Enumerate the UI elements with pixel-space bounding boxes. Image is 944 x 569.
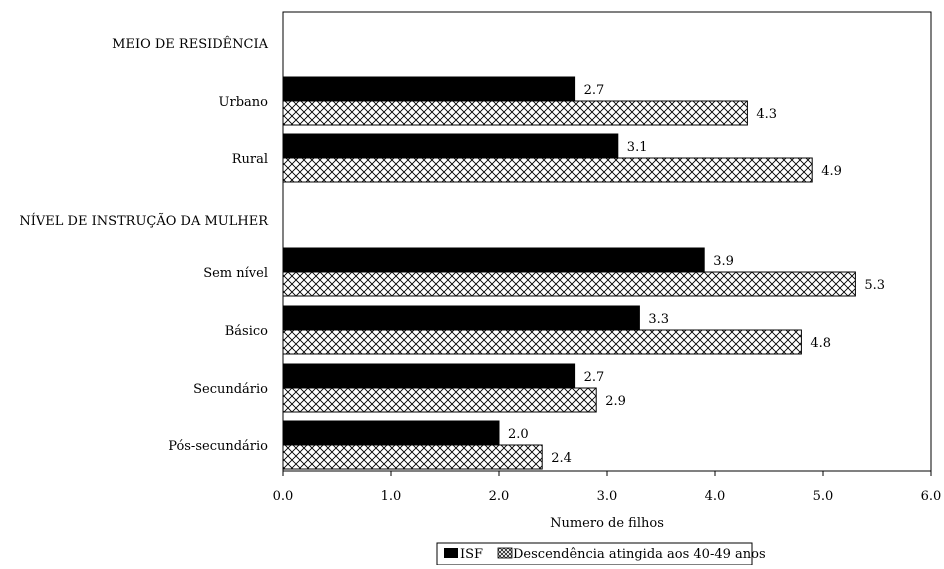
bar-isf <box>282 133 619 159</box>
x-tick-label: 1.0 <box>381 489 402 504</box>
bar-isf <box>282 247 705 273</box>
data-label: 2.9 <box>605 394 626 409</box>
data-label: 5.3 <box>864 278 885 293</box>
data-label: 2.7 <box>584 370 605 385</box>
group-heading: NÍVEL DE INSTRUÇÃO DA MULHER <box>19 213 269 229</box>
bar-isf <box>282 420 500 446</box>
x-tick-label: 0.0 <box>273 489 294 504</box>
bar-descendencia <box>282 329 802 355</box>
x-tick-label: 3.0 <box>597 489 618 504</box>
legend-label-isf: ISF <box>460 547 483 562</box>
x-tick-label: 6.0 <box>921 489 942 504</box>
bars-layer: 2.7 3.1 3.9 3.3 2.7 2.0 4.3 4.9 5.3 4.8 2.9 2.4 <box>282 76 885 470</box>
category-label: Rural <box>232 152 268 167</box>
data-label: 4.9 <box>821 164 842 179</box>
bar-descendencia <box>282 271 856 297</box>
category-label: Básico <box>225 324 268 339</box>
category-label: Pós-secundário <box>168 439 268 454</box>
data-label: 2.0 <box>508 427 529 442</box>
data-label: 3.9 <box>713 254 734 269</box>
bar-descendencia <box>282 444 543 470</box>
bar-descendencia <box>282 100 748 126</box>
x-axis-label: Numero de filhos <box>550 516 664 531</box>
legend: ISF Descendência atingida aos 40-49 anos <box>436 542 766 566</box>
legend-label-descendencia: Descendência atingida aos 40-49 anos <box>513 547 766 562</box>
category-label: Urbano <box>219 95 269 110</box>
bar-descendencia <box>282 157 813 183</box>
x-tick-label: 5.0 <box>813 489 834 504</box>
category-labels: MEIO DE RESIDÊNCIA NÍVEL DE INSTRUÇÃO DA … <box>19 36 269 454</box>
x-tick-label: 2.0 <box>489 489 510 504</box>
category-label: Secundário <box>193 382 268 397</box>
bar-isf <box>282 363 576 389</box>
x-tick-label: 4.0 <box>705 489 726 504</box>
bar-isf <box>282 76 576 102</box>
x-axis-ticks: 0.0 1.0 2.0 3.0 4.0 5.0 6.0 <box>273 471 942 504</box>
data-label: 2.4 <box>551 451 572 466</box>
legend-swatch-descendencia <box>497 547 513 559</box>
data-label: 3.3 <box>648 312 669 327</box>
bar-isf <box>282 305 640 331</box>
bar-descendencia <box>282 387 597 413</box>
data-label: 4.8 <box>810 336 831 351</box>
legend-swatch-isf <box>444 548 458 558</box>
data-label: 3.1 <box>627 140 648 155</box>
data-label: 4.3 <box>756 107 777 122</box>
group-heading: MEIO DE RESIDÊNCIA <box>112 36 268 52</box>
category-label: Sem nível <box>203 266 268 281</box>
data-label: 2.7 <box>584 83 605 98</box>
